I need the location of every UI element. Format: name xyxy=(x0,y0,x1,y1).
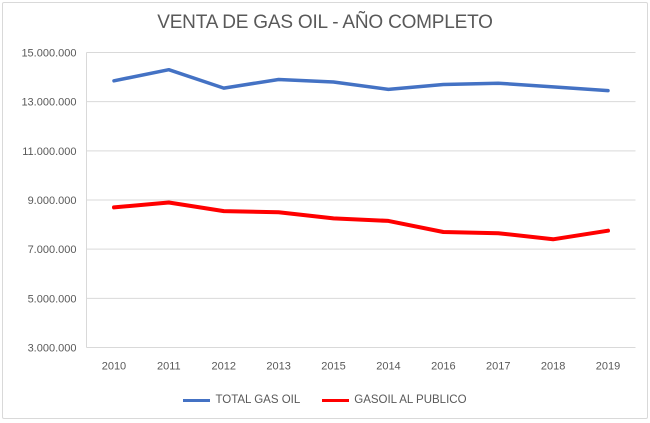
legend: TOTAL GAS OIL GASOIL AL PUBLICO xyxy=(3,394,647,406)
x-axis-tick-label: 2010 xyxy=(102,361,126,373)
x-axis-tick-label: 2013 xyxy=(266,361,290,373)
x-axis-tick-label: 2011 xyxy=(157,361,181,373)
plot-area: 15.000.000 13.000.000 11.000.000 9.000.000 7… xyxy=(21,48,636,373)
y-axis-tick-label: 5.000.000 xyxy=(28,293,77,305)
chart-container[interactable]: VENTA DE GAS OIL - AÑO COMPLETO 15.000.0… xyxy=(2,2,648,419)
chart-title: VENTA DE GAS OIL - AÑO COMPLETO xyxy=(157,12,493,33)
legend-item-total-gas-oil[interactable]: TOTAL GAS OIL xyxy=(183,394,300,406)
x-axis-tick-label: 2012 xyxy=(212,361,236,373)
legend-label-gasoil-al-publico: GASOIL AL PUBLICO xyxy=(354,394,467,406)
x-axis-tick-label: 2018 xyxy=(541,361,565,373)
legend-label-total-gas-oil: TOTAL GAS OIL xyxy=(215,394,301,406)
y-axis-tick-label: 7.000.000 xyxy=(28,244,77,256)
y-axis-tick-label: 11.000.000 xyxy=(22,146,76,158)
y-axis-tick-label: 15.000.000 xyxy=(21,48,76,60)
series-line-gasoil-al-publico[interactable] xyxy=(112,200,610,242)
series-line-total-gas-oil[interactable] xyxy=(112,67,610,93)
legend-marker-total-gas-oil-line xyxy=(183,398,211,402)
x-axis-tick-label: 2014 xyxy=(376,361,400,373)
legend-marker-gasoil-al-publico-line xyxy=(322,398,350,402)
x-axis-tick-label: 2016 xyxy=(431,361,455,373)
x-axis-tick-label: 2019 xyxy=(596,361,620,373)
legend-item-gasoil-al-publico[interactable]: GASOIL AL PUBLICO xyxy=(322,394,467,406)
y-axis-tick-label: 3.000.000 xyxy=(28,343,77,355)
x-axis-tick-label: 2015 xyxy=(321,361,345,373)
y-axis-tick-label: 13.000.000 xyxy=(21,97,76,109)
x-axis-tick-label: 2017 xyxy=(486,361,510,373)
y-axis-tick-label: 9.000.000 xyxy=(28,195,77,207)
